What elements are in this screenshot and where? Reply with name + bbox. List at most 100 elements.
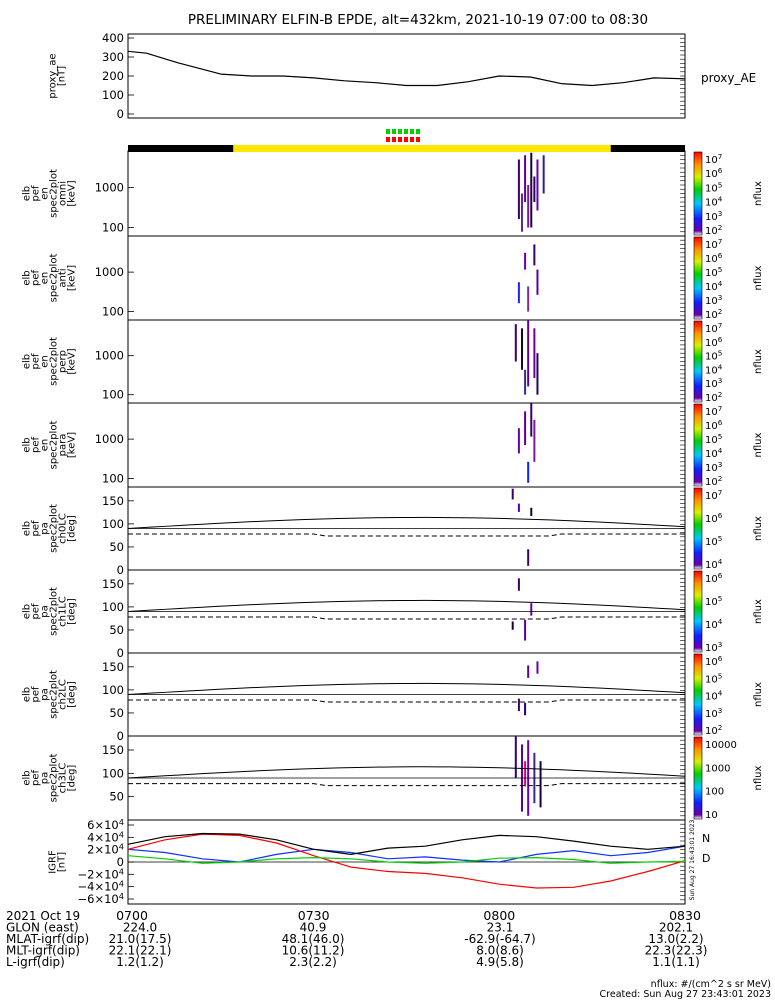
red-marker (398, 137, 402, 142)
y-label: en (40, 187, 51, 200)
y-tick-label: −6×104 (78, 891, 125, 906)
footer-created: Created: Sun Aug 27 23:43:01 2023 (600, 989, 771, 1000)
colorbar (693, 403, 703, 487)
ephem-value: 10.6(11.2) (282, 944, 345, 958)
colorbar-tick-label: 106 (705, 166, 723, 180)
colorbar-tick-label: 102 (705, 723, 722, 737)
colorbar-tick-label: 102 (705, 474, 722, 488)
colorbar-tick-label: 107 (705, 488, 722, 502)
y-label: pef (31, 520, 42, 537)
spectro-mark (530, 603, 533, 616)
y-label: [deg] (67, 515, 78, 542)
colorbar-tick-label: 106 (705, 418, 723, 432)
y-label: elb (22, 437, 33, 452)
y-label: [keV] (67, 265, 78, 291)
y-label: anti (58, 268, 69, 287)
y-tick-label: 1000 (95, 265, 124, 279)
loss-cone-line (127, 682, 686, 695)
colorbar-tick-label: 104 (705, 279, 723, 293)
ephem-row-label: 2021 Oct 19 (6, 909, 80, 923)
colorbar-label: nflux (753, 516, 764, 541)
y-label: en (40, 272, 51, 285)
panel-frame (127, 235, 686, 321)
spectro-mark (527, 665, 530, 678)
anti-loss-cone-line (128, 783, 685, 787)
colorbar-tick-label: 106 (705, 654, 723, 668)
y-tick-label: 50 (109, 540, 124, 554)
colorbar-tick-label: 1000 (705, 763, 730, 774)
y-label: [deg] (67, 765, 78, 792)
colorbar-tick-label: 100 (705, 787, 724, 798)
colorbar (693, 236, 703, 320)
spectro-mark (517, 282, 520, 304)
ephem-value: 1.2(1.2) (116, 955, 164, 969)
y-label: spec2plot (49, 670, 60, 719)
spectro-mark (517, 159, 520, 219)
loss-cone-line (127, 516, 686, 529)
series-N (127, 845, 686, 863)
green-marker (410, 129, 414, 134)
colorbar-label: nflux (753, 599, 764, 624)
right-label: proxy_AE (701, 71, 756, 85)
series-proxy_AE (127, 50, 686, 87)
spectro-mark (536, 159, 539, 211)
y-label: ch3LC (58, 763, 69, 794)
y-label: [deg] (67, 598, 78, 625)
colorbar-label: nflux (753, 181, 764, 206)
spectro-mark (530, 152, 533, 228)
y-label: [keV] (67, 348, 78, 374)
y-label: spec2plot (49, 337, 60, 386)
colorbar-tick-label: 107 (705, 237, 722, 251)
y-tick-label: 100 (102, 766, 124, 780)
colorbar-tick-label: 104 (705, 617, 723, 631)
y-label: para (58, 434, 69, 457)
y-tick-label: −2×104 (78, 866, 125, 881)
ephem-value: 23.1 (487, 921, 514, 935)
y-tick-label: 0 (117, 646, 124, 660)
ephem-row-label: GLON (east) (6, 921, 79, 935)
y-label: proxy_ae (48, 53, 59, 98)
colorbar-tick-label: 104 (705, 362, 723, 376)
y-label: elb (22, 604, 33, 619)
figure-title: PRELIMINARY ELFIN-B EPDE, alt=432km, 202… (188, 12, 648, 28)
y-label: ch0LC (58, 513, 69, 544)
y-label: elb (22, 521, 33, 536)
spectro-mark (533, 419, 536, 462)
ephem-value: 21.0(17.5) (109, 932, 172, 946)
colorbar-tick-label: 105 (705, 534, 722, 548)
y-tick-label: 50 (109, 790, 124, 804)
green-marker (398, 129, 402, 134)
y-tick-label: 50 (109, 623, 124, 637)
y-label: pa (40, 772, 51, 784)
panel-frame (127, 402, 686, 488)
ephem-value: 1.1(1.1) (652, 955, 700, 969)
series-E (127, 855, 686, 864)
red-marker (386, 137, 390, 142)
legend-N: N (702, 832, 710, 845)
colorbar-tick-label: 10000 (705, 740, 737, 751)
colorbar-tick-label: 105 (705, 180, 722, 194)
y-tick-label: 100 (102, 683, 124, 697)
colorbar-tick-label: 105 (705, 594, 722, 608)
legend-D: D (702, 852, 710, 865)
red-marker (392, 137, 396, 142)
y-tick-label: 0 (117, 107, 124, 121)
y-tick-label: 400 (102, 31, 124, 45)
colorbar-label: nflux (753, 432, 764, 457)
spectro-mark (533, 244, 536, 266)
colorbar-tick-label: 104 (705, 195, 723, 209)
spectro-mark (530, 403, 533, 437)
loss-cone-line (127, 766, 686, 779)
ephem-value: 40.9 (300, 921, 327, 935)
y-label: pa (40, 688, 51, 700)
colorbar-tick-label: 10 (705, 810, 718, 821)
colorbar (693, 653, 703, 736)
y-tick-label: 300 (102, 50, 124, 64)
y-label: spec2plot (49, 169, 60, 218)
colorbar-tick-label: 106 (705, 511, 723, 525)
spectro-mark (524, 619, 527, 641)
ephem-value: 202.1 (659, 921, 693, 935)
